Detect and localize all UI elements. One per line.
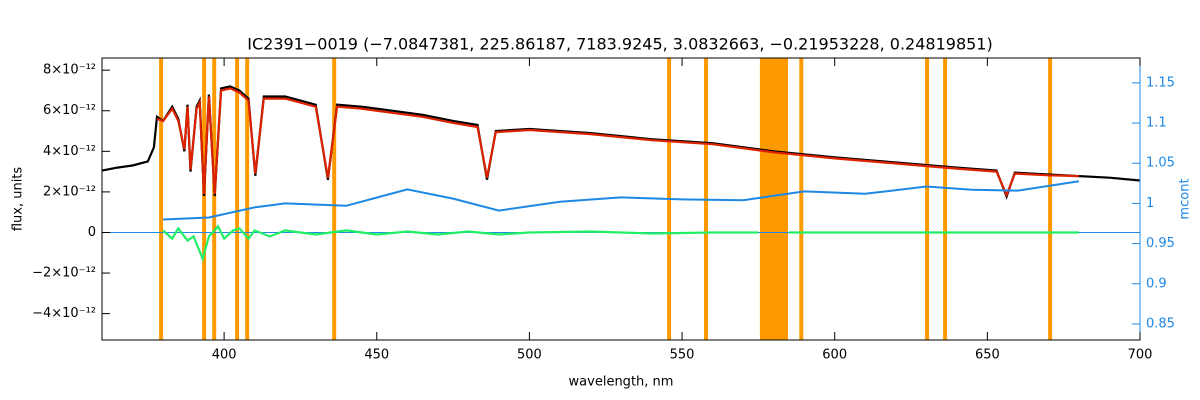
y-tick-label: 4×10⁻¹²	[43, 144, 96, 159]
y2-tick-label: 1.05	[1146, 156, 1175, 171]
mask-band	[212, 58, 217, 340]
mask-band	[799, 58, 804, 340]
x-tick-label: 500	[517, 348, 542, 363]
y2-tick-label: 1.15	[1146, 75, 1175, 90]
x-tick-label: 700	[1128, 348, 1153, 363]
y2-tick-label: 0.85	[1146, 316, 1175, 331]
y2-tick-label: 0.9	[1146, 276, 1167, 291]
mask-band	[943, 58, 948, 340]
plot-layer	[101, 58, 1141, 340]
y2-tick-label: 0.95	[1146, 236, 1175, 251]
y2-axis-label: mcont	[1178, 178, 1193, 219]
x-tick-label: 400	[212, 348, 237, 363]
x-tick-label: 450	[364, 348, 389, 363]
mask-band	[245, 58, 250, 340]
series-line	[163, 180, 1080, 221]
series-line	[156, 87, 1079, 198]
mask-band	[332, 58, 337, 340]
y2-tick-label: 1	[1146, 196, 1154, 211]
y-tick-label: 2×10⁻¹²	[43, 184, 96, 199]
mask-band	[235, 58, 240, 340]
mask-band	[1048, 58, 1053, 340]
series-line	[162, 224, 1079, 263]
mask-band	[202, 58, 207, 340]
y-tick-label: 6×10⁻¹²	[43, 103, 96, 118]
x-axis-label: wavelength, nm	[569, 375, 674, 390]
y-tick-label: 0	[88, 225, 96, 240]
y-tick-label: −2×10⁻¹²	[32, 266, 96, 281]
y2-tick-label: 1.1	[1146, 116, 1167, 131]
x-tick-label: 600	[822, 348, 847, 363]
chart-title: IC2391−0019 (−7.0847381, 225.86187, 7183…	[247, 35, 992, 54]
mask-band	[925, 58, 930, 340]
x-tick-label: 650	[975, 348, 1000, 363]
mask-band	[759, 58, 788, 340]
y-tick-label: 8×10⁻¹²	[43, 63, 96, 78]
y-axis-label: flux, units	[11, 167, 26, 232]
y-tick-label: −4×10⁻¹²	[32, 306, 96, 321]
mask-band	[159, 58, 164, 340]
x-tick-label: 550	[670, 348, 695, 363]
